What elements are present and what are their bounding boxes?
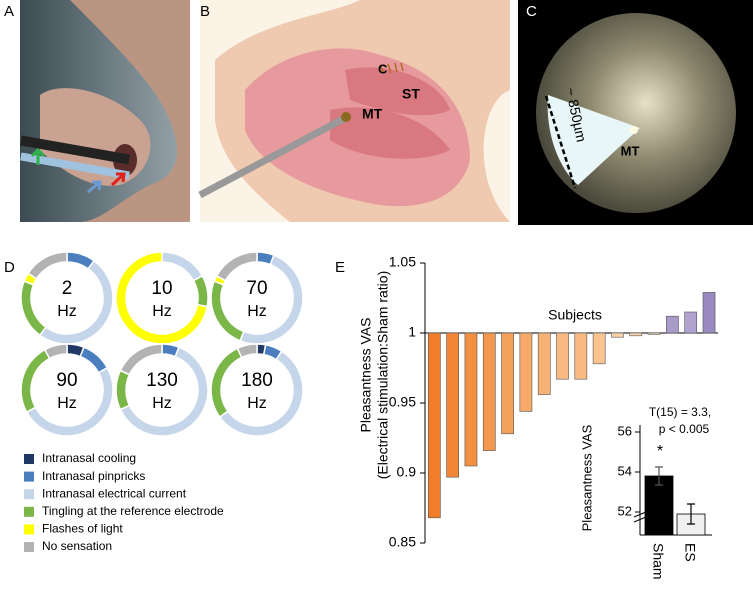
- axis-break: [633, 511, 647, 523]
- panel-label: E: [335, 259, 345, 276]
- y-tick-label: 0.85: [389, 534, 416, 550]
- y-tick-label: 52: [618, 503, 632, 518]
- bar: [446, 332, 459, 478]
- bar: [647, 332, 661, 335]
- donut-center-label: 130: [146, 370, 178, 391]
- donut-unit: Hz: [152, 395, 172, 412]
- bar: [684, 311, 698, 334]
- y-tick-label: 0.95: [389, 394, 416, 410]
- legend-swatch: [24, 524, 34, 535]
- y-tick-label: 1: [408, 324, 416, 340]
- legend-swatch: [24, 506, 34, 517]
- donut-center-label: 10: [151, 278, 172, 299]
- donut-segment: [27, 251, 68, 280]
- error-bar: [687, 503, 695, 525]
- annotation: T(15) = 3.3,: [649, 405, 711, 419]
- donut-segment: [43, 343, 68, 360]
- donut-segment: [119, 343, 163, 376]
- legend-swatch: [24, 542, 34, 552]
- panel-label: C: [526, 3, 537, 20]
- legend-swatch: [24, 454, 34, 464]
- x-tick-label: ES: [682, 543, 698, 562]
- donut-segment: [20, 280, 47, 337]
- legend-label: Intranasal electrical current: [42, 486, 187, 500]
- bar: [611, 332, 624, 338]
- legend-swatch: [24, 471, 34, 482]
- bar: [592, 332, 606, 365]
- donut-segment: [215, 251, 258, 282]
- photo-c: [518, 0, 753, 225]
- donut-unit: Hz: [57, 303, 77, 320]
- donut-center-label: 70: [246, 278, 267, 299]
- bar: [666, 315, 679, 334]
- photo-a: [19, 0, 190, 222]
- donut-segment: [115, 369, 131, 411]
- donut-segment: [236, 343, 258, 359]
- panel-label: B: [200, 3, 210, 20]
- donut-unit: Hz: [247, 303, 267, 320]
- illustration-b: [198, 0, 510, 222]
- donut-segment: [20, 348, 51, 414]
- legend-label: Intranasal cooling: [42, 451, 136, 465]
- legend-label: Tingling at the reference electrode: [42, 504, 224, 518]
- anatomy-label: ST: [402, 86, 420, 102]
- donut-center-label: 180: [241, 370, 273, 391]
- panel-label: A: [4, 3, 14, 20]
- donut-segment: [210, 347, 243, 419]
- donut-segment: [239, 254, 304, 345]
- anatomy-label: MT: [362, 106, 383, 122]
- legend-label: Flashes of light: [42, 522, 123, 536]
- legend-swatch: [24, 489, 34, 500]
- bar: [501, 332, 514, 435]
- donut-center-label: 2: [62, 278, 73, 299]
- bar: [556, 332, 569, 380]
- bar: [537, 332, 551, 395]
- x-tick-label: Sham: [650, 543, 666, 580]
- error-bar: [655, 466, 663, 486]
- y-tick-label: 56: [618, 423, 632, 438]
- donut-unit: Hz: [247, 395, 267, 412]
- legend-label: No sensation: [42, 539, 112, 553]
- significance-star: *: [657, 443, 663, 460]
- bar: [629, 332, 643, 337]
- donut-unit: Hz: [152, 303, 172, 320]
- y-axis-label: Pleasantness VAS: [579, 424, 594, 531]
- bar: [574, 332, 588, 380]
- anatomy-label: MT: [621, 143, 640, 158]
- bar: [519, 332, 533, 412]
- bar: [482, 332, 496, 451]
- bar: [464, 332, 478, 467]
- bar: [702, 292, 716, 334]
- bar: [644, 475, 674, 536]
- y-tick-label: 0.9: [397, 464, 417, 480]
- y-axis-label: (Electrical stimulation:Sham ratio): [375, 271, 391, 480]
- y-tick-label: 1.05: [389, 254, 416, 270]
- legend-label: Intranasal pinpricks: [42, 469, 145, 483]
- donut-segment: [192, 274, 209, 308]
- y-tick-label: 54: [618, 463, 632, 478]
- donut-segment: [79, 346, 109, 374]
- donut-unit: Hz: [57, 395, 77, 412]
- panel-label: D: [4, 259, 15, 276]
- anatomy-label: C: [378, 61, 388, 76]
- x-axis-label: Subjects: [548, 307, 602, 323]
- annotation: p < 0.005: [659, 422, 710, 436]
- donut-segment: [161, 251, 204, 282]
- donut-segment: [210, 280, 245, 342]
- bar: [427, 332, 441, 519]
- y-axis-label: Pleasantness VAS: [358, 318, 374, 433]
- donut-center-label: 90: [56, 370, 77, 391]
